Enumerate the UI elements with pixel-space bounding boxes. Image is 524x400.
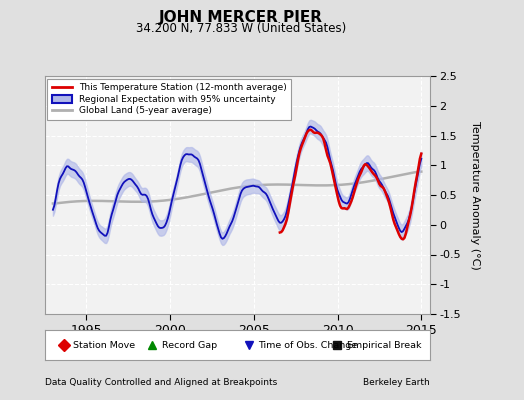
- Text: Berkeley Earth: Berkeley Earth: [363, 378, 430, 387]
- Y-axis label: Temperature Anomaly (°C): Temperature Anomaly (°C): [471, 121, 481, 269]
- Text: JOHN MERCER PIER: JOHN MERCER PIER: [159, 10, 323, 25]
- Text: 34.200 N, 77.833 W (United States): 34.200 N, 77.833 W (United States): [136, 22, 346, 35]
- Legend: This Temperature Station (12-month average), Regional Expectation with 95% uncer: This Temperature Station (12-month avera…: [47, 79, 291, 120]
- Text: Record Gap: Record Gap: [162, 340, 217, 350]
- Text: Time of Obs. Change: Time of Obs. Change: [258, 340, 357, 350]
- Text: Data Quality Controlled and Aligned at Breakpoints: Data Quality Controlled and Aligned at B…: [45, 378, 277, 387]
- Text: Empirical Break: Empirical Break: [347, 340, 421, 350]
- Text: Station Move: Station Move: [73, 340, 136, 350]
